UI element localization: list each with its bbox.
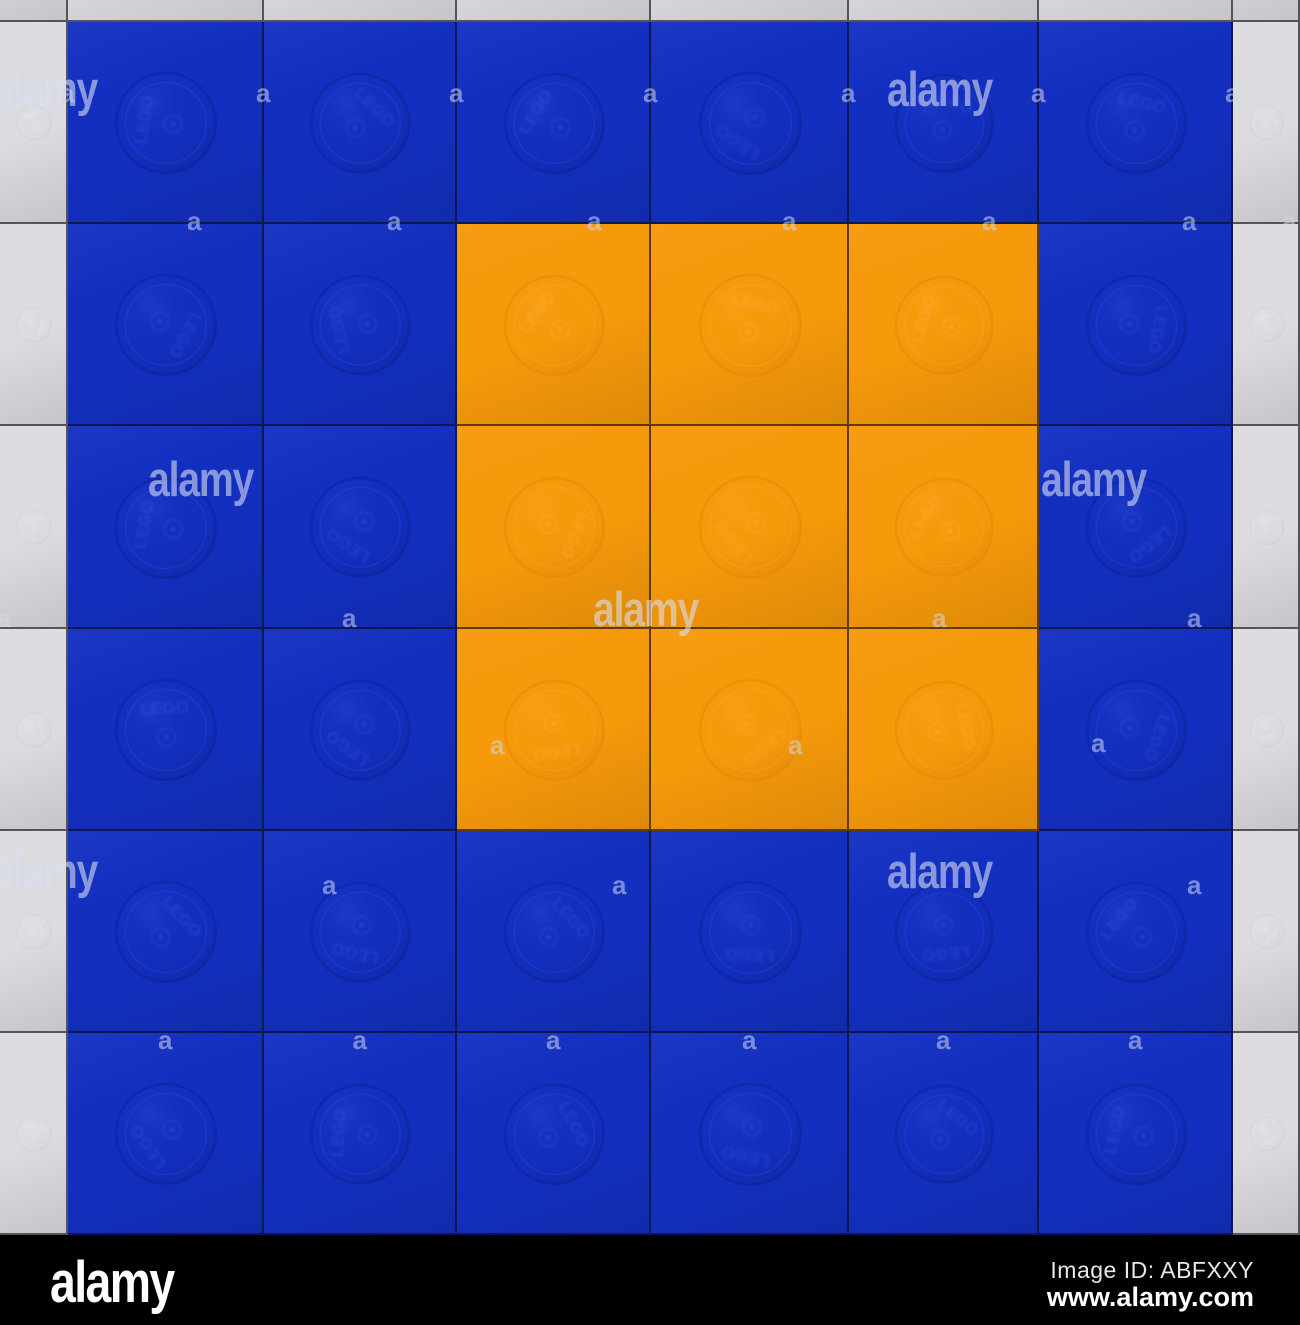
svg-text:LEGO: LEGO xyxy=(724,943,775,965)
svg-text:LEGO: LEGO xyxy=(25,518,42,524)
svg-text:LEGO: LEGO xyxy=(1258,517,1275,524)
svg-text:LEGO: LEGO xyxy=(329,1108,350,1158)
svg-text:LEGO: LEGO xyxy=(921,942,970,963)
svg-text:LEGO: LEGO xyxy=(140,697,190,719)
